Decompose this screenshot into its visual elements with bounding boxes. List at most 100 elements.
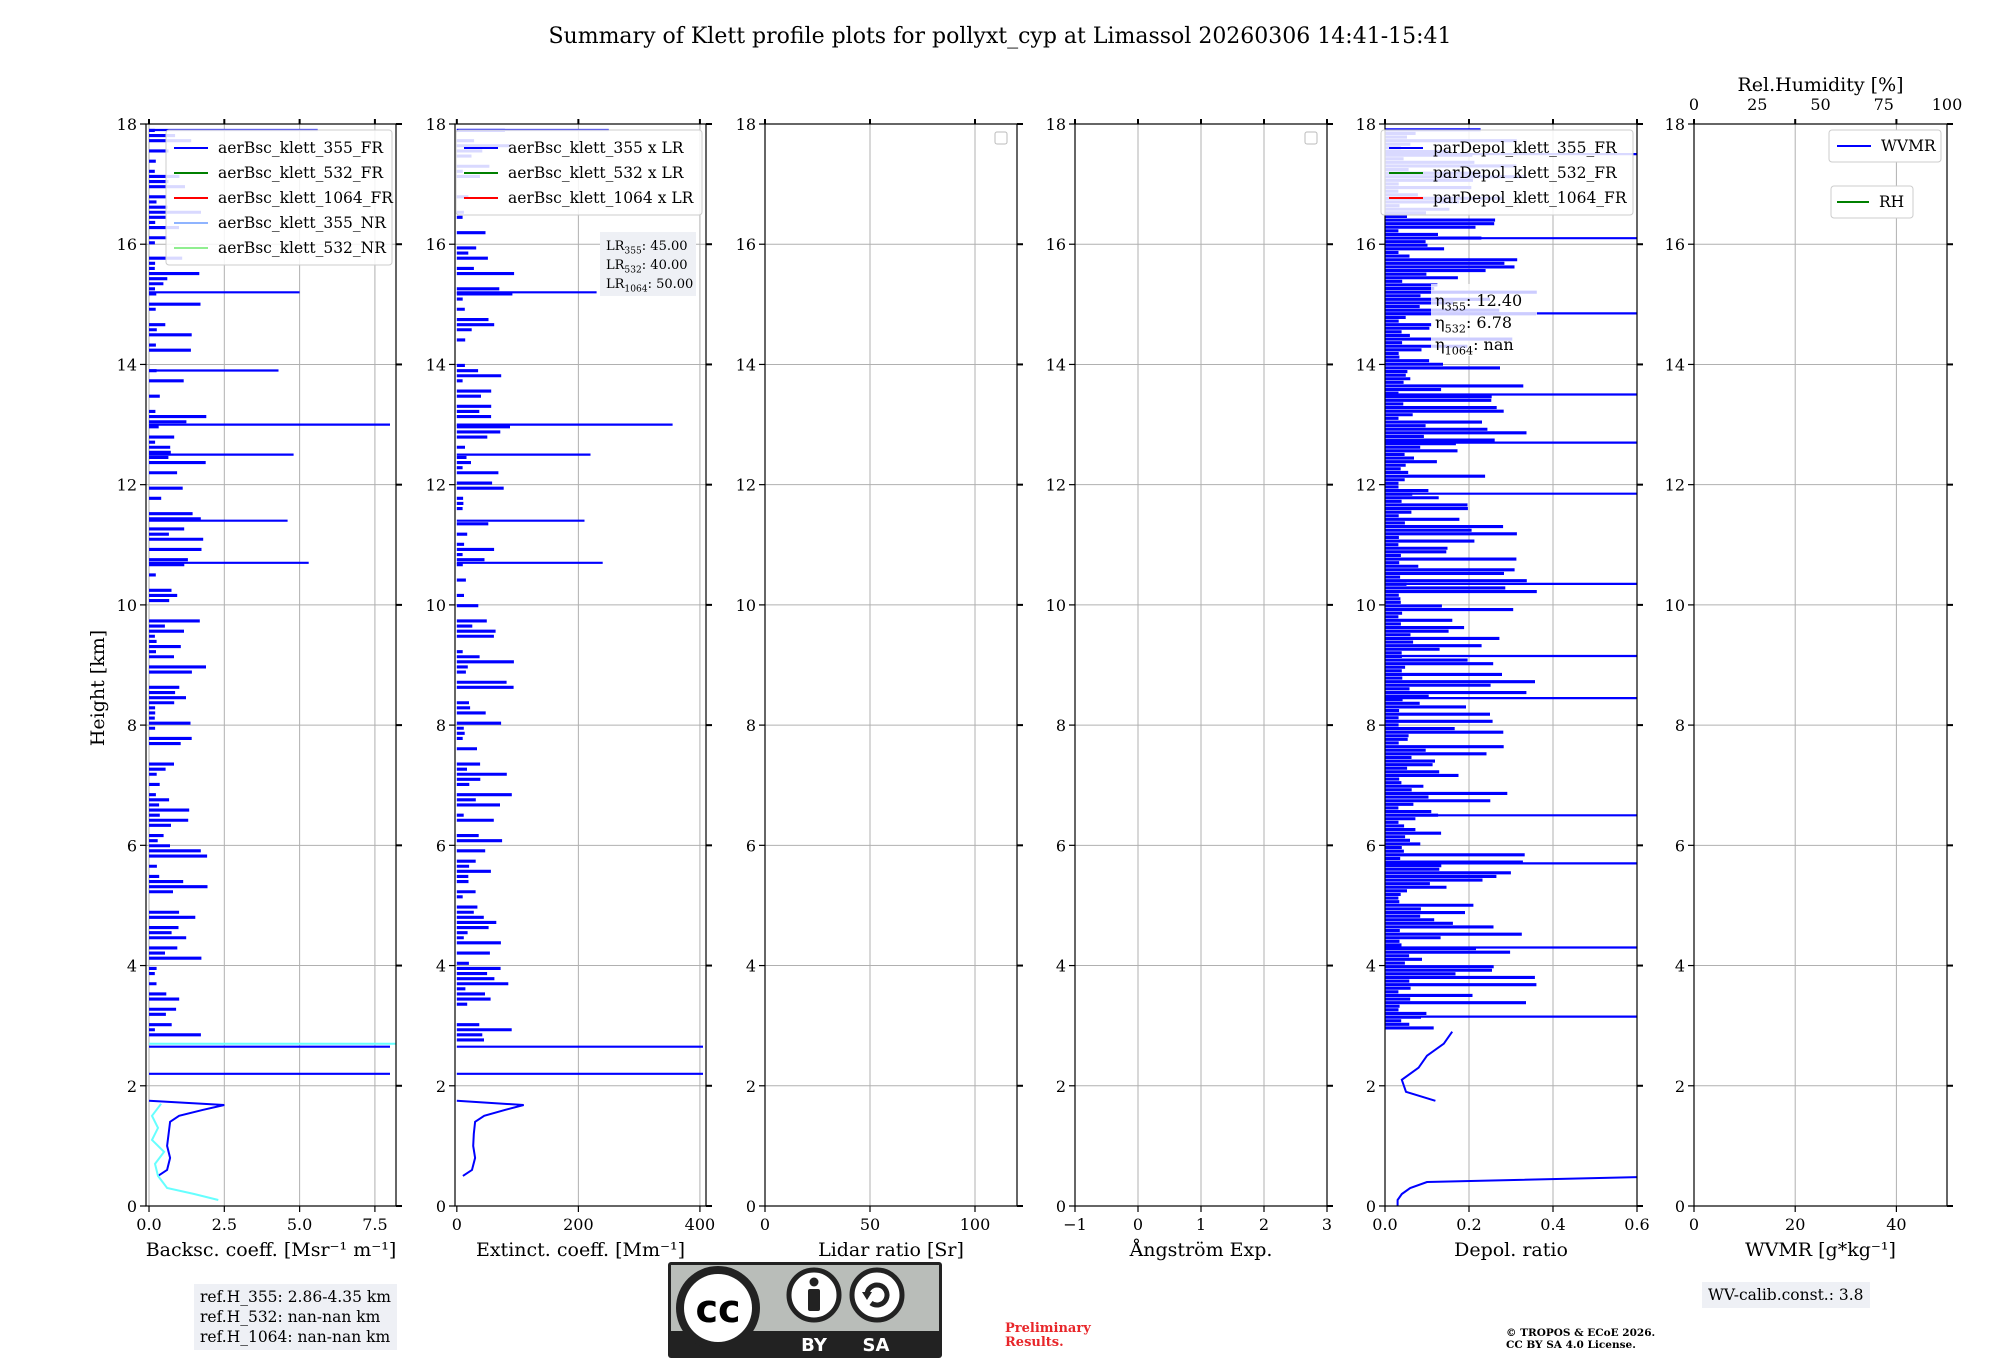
cc-license-logo: cc BY SA bbox=[668, 1262, 942, 1358]
lidar-ratio-panel: 0 2 4 6 8 10 12 14 16 18 0 50 100 Lidar ratio [Sr] bbox=[736, 115, 1023, 1261]
x-tick-label: 1 bbox=[1196, 1215, 1206, 1234]
legend-label-wvmr: WVMR bbox=[1881, 137, 1937, 155]
y-tick-label: 2 bbox=[746, 1077, 756, 1096]
legend-label: aerBsc_klett_532_NR bbox=[218, 239, 387, 257]
y-tick-label: 6 bbox=[1366, 836, 1376, 855]
x-tick-label: 0 bbox=[760, 1215, 770, 1234]
y-tick-label: 8 bbox=[436, 716, 446, 735]
y-tick-label: 14 bbox=[117, 355, 137, 374]
cc-by-label: BY bbox=[801, 1335, 828, 1356]
legend-label: aerBsc_klett_532 x LR bbox=[508, 164, 685, 182]
y-tick-label: 0 bbox=[1675, 1197, 1685, 1216]
y-tick-label: 2 bbox=[1675, 1077, 1685, 1096]
y-tick-label: 0 bbox=[436, 1197, 446, 1216]
x-axis-label: Depol. ratio bbox=[1454, 1239, 1568, 1261]
empty-legend-box bbox=[994, 131, 1008, 145]
x-tick-label: 2.5 bbox=[212, 1215, 237, 1234]
y-tick-label: 14 bbox=[1665, 355, 1685, 374]
axes-frame bbox=[1384, 123, 1638, 1207]
x-axis-label: WVMR [g*kg⁻¹] bbox=[1745, 1239, 1896, 1261]
profile-line-aerBsc_klett_355_FR bbox=[148, 1099, 225, 1177]
figure-title: Summary of Klett profile plots for polly… bbox=[548, 24, 1451, 49]
y-tick-label: 0 bbox=[127, 1197, 137, 1216]
y-tick-label: 10 bbox=[426, 596, 446, 615]
y-tick-label: 12 bbox=[1665, 476, 1685, 495]
eta-info-box bbox=[1431, 284, 1537, 356]
legend-label: aerBsc_klett_355 x LR bbox=[508, 139, 685, 157]
legend-label: aerBsc_klett_1064 x LR bbox=[508, 189, 695, 207]
y-tick-label: 10 bbox=[1356, 596, 1376, 615]
x-tick-label: 7.5 bbox=[362, 1215, 387, 1234]
y-tick-label: 14 bbox=[426, 355, 446, 374]
y-tick-label: 0 bbox=[1056, 1197, 1066, 1216]
y-tick-label: 18 bbox=[1356, 115, 1376, 134]
axes-frame bbox=[454, 123, 707, 1207]
y-tick-label: 4 bbox=[1675, 957, 1685, 976]
copyright-note: © TROPOS & ECoE 2026. CC BY SA 4.0 Licen… bbox=[1506, 1327, 1655, 1351]
y-tick-label: 12 bbox=[426, 476, 446, 495]
y-tick-label: 14 bbox=[736, 355, 756, 374]
axes-frame bbox=[1693, 123, 1948, 1207]
y-tick-label: 12 bbox=[117, 476, 137, 495]
profile-noise bbox=[149, 128, 208, 1037]
y-tick-label: 16 bbox=[426, 235, 446, 254]
legend-box-wvmr bbox=[1828, 129, 1942, 163]
x-tick-label: 40 bbox=[1886, 1215, 1906, 1234]
depol-panel: 0 2 4 6 8 10 12 14 16 18 0.0 0.2 0.4 0.6 Depol. ratio p… bbox=[1356, 115, 1650, 1261]
lr-info-box bbox=[600, 232, 696, 296]
legend-box-rh bbox=[1830, 185, 1914, 219]
y-tick-label: 8 bbox=[1366, 716, 1376, 735]
top-tick-label: 50 bbox=[1810, 95, 1830, 114]
y-tick-label: 8 bbox=[127, 716, 137, 735]
legend-label: parDepol_klett_532_FR bbox=[1433, 164, 1618, 182]
top-tick-label: 25 bbox=[1747, 95, 1767, 114]
cc-mark: cc bbox=[695, 1287, 740, 1331]
y-tick-label: 0 bbox=[746, 1197, 756, 1216]
y-tick-label: 12 bbox=[1046, 476, 1066, 495]
y-tick-label: 4 bbox=[746, 957, 756, 976]
axes-frame bbox=[764, 123, 1018, 1207]
x-axis-label: Ångström Exp. bbox=[1129, 1239, 1273, 1261]
x-tick-label: 0.0 bbox=[1372, 1215, 1397, 1234]
legend-label: aerBsc_klett_532_FR bbox=[218, 164, 384, 182]
x-axis-label: Extinct. coeff. [Mm⁻¹] bbox=[476, 1239, 685, 1261]
top-tick-label: 0 bbox=[1689, 95, 1699, 114]
legend-label: aerBsc_klett_1064_FR bbox=[218, 189, 394, 207]
y-tick-label: 10 bbox=[117, 596, 137, 615]
top-tick-label: 75 bbox=[1874, 95, 1894, 114]
y-tick-label: 6 bbox=[746, 836, 756, 855]
x-tick-label: 0.4 bbox=[1540, 1215, 1565, 1234]
x-tick-label: 0.2 bbox=[1456, 1215, 1481, 1234]
x-tick-label: 0 bbox=[1689, 1215, 1699, 1234]
x-tick-label: 0 bbox=[452, 1215, 462, 1234]
top-tick-label: 100 bbox=[1932, 95, 1963, 114]
y-tick-label: 18 bbox=[1046, 115, 1066, 134]
x-tick-label: 400 bbox=[685, 1215, 716, 1234]
y-tick-label: 10 bbox=[736, 596, 756, 615]
height-axis-label: Height [km] bbox=[87, 630, 109, 746]
y-tick-label: 18 bbox=[426, 115, 446, 134]
backscatter-panel: 0 2 4 6 8 10 12 14 16 18 0.0 2.5 5.0 7.5 Backsc. coeff… bbox=[117, 115, 402, 1261]
y-tick-label: 18 bbox=[117, 115, 137, 134]
cc-sa-label: SA bbox=[863, 1335, 890, 1356]
y-tick-label: 18 bbox=[736, 115, 756, 134]
legend-label: parDepol_klett_1064_FR bbox=[1433, 189, 1628, 207]
profile-line-aerBsc_klett_355 x LR bbox=[456, 1099, 524, 1177]
y-tick-label: 8 bbox=[1675, 716, 1685, 735]
ref-height-1064: ref.H_1064: nan-nan km bbox=[200, 1328, 391, 1346]
lr-value: LR355: 45.00 bbox=[606, 239, 688, 257]
x-tick-label: 2 bbox=[1259, 1215, 1269, 1234]
profile-noise bbox=[1385, 128, 1537, 1030]
x-tick-label: 20 bbox=[1785, 1215, 1805, 1234]
y-tick-label: 2 bbox=[1366, 1077, 1376, 1096]
ref-height-355: ref.H_355: 2.86-4.35 km bbox=[200, 1288, 391, 1306]
empty-legend-box bbox=[1304, 131, 1318, 145]
y-tick-label: 2 bbox=[127, 1077, 137, 1096]
profile-line-aerBsc_klett_355_NR bbox=[150, 1103, 219, 1201]
profile-line-parDepol_klett_355_FR bbox=[1400, 1031, 1454, 1102]
wv-calib-const: WV-calib.const.: 3.8 bbox=[1708, 1286, 1864, 1304]
